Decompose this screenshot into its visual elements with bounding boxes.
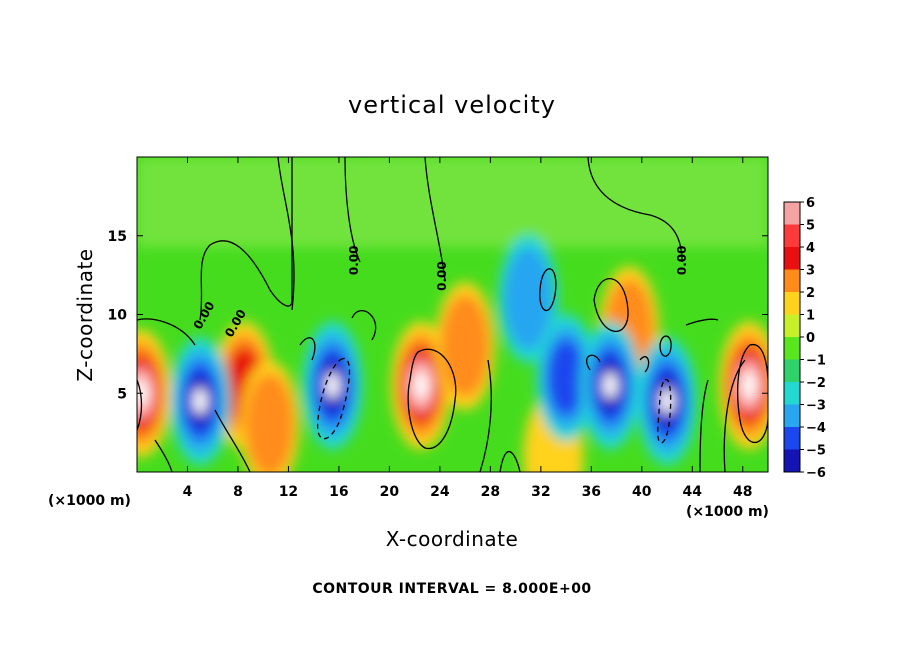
colorbar-swatch xyxy=(784,359,800,382)
x-tick-label: 16 xyxy=(329,484,348,500)
zero-contour-line xyxy=(277,157,295,311)
contour-value-label: 0.00 xyxy=(347,246,361,276)
y-tick-label: 15 xyxy=(108,229,127,245)
zero-contour-line xyxy=(539,268,557,311)
zero-contour-line xyxy=(586,354,650,373)
colorbar-label: 4 xyxy=(806,241,815,256)
velocity-field xyxy=(137,157,768,472)
zero-contour-line xyxy=(593,278,629,333)
x-tick-label: 40 xyxy=(632,484,652,500)
downdraft-cell xyxy=(603,372,618,399)
colorbar-label: 1 xyxy=(806,309,815,324)
contour-lines xyxy=(137,157,768,472)
contour-value-label: 0.00 xyxy=(675,246,689,276)
x-tick-label: 48 xyxy=(733,484,752,500)
upper-field-band xyxy=(137,157,768,247)
y-axis-label: Z-coordinate xyxy=(73,248,97,381)
colorbar-label: −6 xyxy=(806,466,826,481)
colorbar-swatch xyxy=(784,382,800,405)
downdraft-cell xyxy=(659,388,675,415)
colorbar-label: 6 xyxy=(806,196,815,211)
x-tick-label: 12 xyxy=(279,484,298,500)
x-tick-label: 28 xyxy=(481,484,500,500)
contour-line xyxy=(737,344,768,443)
zero-contour-line xyxy=(344,157,361,263)
x-tick-label: 4 xyxy=(183,484,193,500)
x-unit-left: (×1000 m) xyxy=(48,493,131,509)
x-tick-label: 32 xyxy=(531,484,550,500)
zero-contour-line xyxy=(479,359,521,472)
colorbar-label: −4 xyxy=(806,421,826,436)
colorbar-swatch xyxy=(784,314,800,337)
colorbar-swatch xyxy=(784,449,800,472)
colorbar-swatch xyxy=(784,224,800,247)
colorbar-label: 0 xyxy=(806,331,815,346)
downdraft-cell xyxy=(192,388,208,415)
colorbar-swatch xyxy=(784,337,800,360)
updraft-cell xyxy=(245,373,294,472)
zero-contour-line xyxy=(424,157,446,281)
contour-line xyxy=(657,379,672,444)
x-tick-label: 36 xyxy=(582,484,601,500)
y-axis-ticks: 5 10 15 xyxy=(108,229,768,402)
colorbar-label: −2 xyxy=(806,376,826,391)
zero-contour-line xyxy=(659,335,672,357)
zero-contour-line xyxy=(299,310,377,361)
colorbar-label: −5 xyxy=(806,444,826,459)
colorbar-label: 5 xyxy=(806,219,815,234)
colorbar-label: 3 xyxy=(806,264,815,279)
zero-contour-line xyxy=(154,409,251,472)
colorbar-swatch xyxy=(784,202,800,225)
colorbar-swatch xyxy=(784,404,800,427)
y-tick-label: 5 xyxy=(117,386,127,402)
contour-line xyxy=(407,348,457,450)
x-tick-label: 20 xyxy=(380,484,400,500)
chart-title: vertical velocity xyxy=(348,91,556,119)
updraft-cell xyxy=(440,294,490,398)
x-axis-ticks: 4 8 12 16 20 24 28 32 36 40 44 48 xyxy=(183,157,753,500)
updraft-cell xyxy=(413,372,429,399)
downdraft-cell xyxy=(547,339,585,416)
x-unit-right: (×1000 m) xyxy=(686,504,769,520)
contour-line xyxy=(137,379,143,431)
contour-line xyxy=(316,357,351,440)
colorbar: 6 5 4 3 2 1 0 −1 −2 −3 −4 −5 −6 xyxy=(783,196,826,481)
x-axis-label: X-coordinate xyxy=(386,527,519,551)
colorbar-label: 2 xyxy=(806,286,815,301)
colorbar-swatch xyxy=(784,247,800,270)
colorbar-label: −1 xyxy=(806,354,826,369)
zero-contour-line xyxy=(685,318,719,326)
x-tick-label: 24 xyxy=(430,484,450,500)
plot-area: 0.00 0.000.000.000.00 xyxy=(137,157,768,472)
x-tick-label: 8 xyxy=(233,484,243,500)
colorbar-swatch xyxy=(784,269,800,292)
updraft-cell xyxy=(741,372,757,399)
colorbar-swatch xyxy=(784,292,800,315)
zero-contour-line xyxy=(699,379,709,472)
colorbar-swatch xyxy=(784,427,800,450)
downdraft-cell xyxy=(503,247,553,350)
contour-value-label: 0.00 xyxy=(435,261,449,291)
zero-contour-line xyxy=(137,157,293,346)
zero-contour-line xyxy=(587,157,683,263)
x-tick-label: 44 xyxy=(683,484,703,500)
colorbar-label: −3 xyxy=(806,399,826,414)
downdraft-cell xyxy=(325,372,340,399)
y-tick-label: 10 xyxy=(108,308,128,324)
contour-interval-footer: CONTOUR INTERVAL = 8.000E+00 xyxy=(312,581,591,597)
